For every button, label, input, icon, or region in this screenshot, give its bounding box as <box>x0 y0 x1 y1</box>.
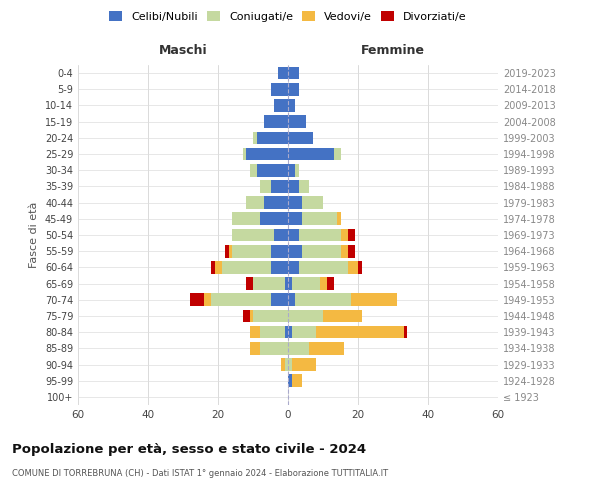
Bar <box>288 342 309 354</box>
Bar <box>316 326 404 338</box>
Bar <box>295 294 351 306</box>
Bar <box>271 294 288 306</box>
Bar <box>299 261 347 274</box>
Bar <box>320 278 326 290</box>
Bar <box>284 278 288 290</box>
Bar <box>284 326 288 338</box>
Bar <box>292 326 316 338</box>
Y-axis label: Fasce di età: Fasce di età <box>29 202 39 268</box>
Bar <box>253 278 284 290</box>
Bar <box>288 83 299 96</box>
Bar <box>274 99 288 112</box>
Bar <box>271 245 288 258</box>
Bar <box>288 116 305 128</box>
Bar <box>288 245 302 258</box>
Bar <box>292 358 316 371</box>
Bar <box>347 261 358 274</box>
Bar <box>274 228 288 241</box>
Bar <box>225 245 229 258</box>
Bar <box>302 245 341 258</box>
Bar <box>277 67 288 80</box>
Bar <box>326 278 334 290</box>
Bar <box>211 294 271 306</box>
Bar <box>215 261 221 274</box>
Bar <box>246 278 253 290</box>
Bar <box>204 294 211 306</box>
Text: COMUNE DI TORREBRUNA (CH) - Dati ISTAT 1° gennaio 2024 - Elaborazione TUTTITALIA: COMUNE DI TORREBRUNA (CH) - Dati ISTAT 1… <box>12 469 388 478</box>
Bar <box>260 212 288 225</box>
Bar <box>232 228 274 241</box>
Bar <box>242 148 246 160</box>
Text: Maschi: Maschi <box>158 44 208 57</box>
Bar <box>288 374 292 387</box>
Bar <box>288 212 302 225</box>
Bar <box>232 212 260 225</box>
Bar <box>323 310 361 322</box>
Bar <box>253 310 288 322</box>
Bar <box>295 164 299 176</box>
Bar <box>292 374 302 387</box>
Bar <box>288 132 313 144</box>
Bar <box>271 261 288 274</box>
Bar <box>341 245 347 258</box>
Bar <box>288 67 299 80</box>
Bar <box>284 358 288 371</box>
Bar <box>260 180 271 192</box>
Bar <box>299 180 309 192</box>
Bar <box>341 228 347 241</box>
Legend: Celibi/Nubili, Coniugati/e, Vedovi/e, Divorziati/e: Celibi/Nubili, Coniugati/e, Vedovi/e, Di… <box>106 8 470 25</box>
Bar <box>347 245 355 258</box>
Bar <box>232 245 271 258</box>
Bar <box>229 245 232 258</box>
Bar <box>271 83 288 96</box>
Bar <box>347 228 355 241</box>
Bar <box>288 326 292 338</box>
Bar <box>358 261 361 274</box>
Bar <box>299 228 341 241</box>
Bar <box>351 294 397 306</box>
Bar <box>288 164 295 176</box>
Bar <box>260 326 284 338</box>
Bar <box>211 261 215 274</box>
Bar <box>250 342 260 354</box>
Bar <box>288 310 323 322</box>
Bar <box>281 358 284 371</box>
Bar <box>246 196 263 209</box>
Bar <box>250 310 253 322</box>
Bar <box>271 180 288 192</box>
Bar <box>288 228 299 241</box>
Bar <box>337 212 341 225</box>
Bar <box>288 358 292 371</box>
Bar <box>288 148 334 160</box>
Bar <box>404 326 407 338</box>
Bar <box>221 261 271 274</box>
Bar <box>246 148 288 160</box>
Bar <box>334 148 341 160</box>
Bar <box>288 99 295 112</box>
Bar <box>250 164 257 176</box>
Text: Popolazione per età, sesso e stato civile - 2024: Popolazione per età, sesso e stato civil… <box>12 442 366 456</box>
Bar <box>288 196 302 209</box>
Bar <box>263 196 288 209</box>
Bar <box>257 164 288 176</box>
Bar <box>263 116 288 128</box>
Bar <box>302 212 337 225</box>
Bar <box>292 278 320 290</box>
Bar <box>288 278 292 290</box>
Bar <box>309 342 344 354</box>
Bar <box>288 294 295 306</box>
Text: Femmine: Femmine <box>361 44 425 57</box>
Bar <box>190 294 204 306</box>
Bar <box>257 132 288 144</box>
Bar <box>288 261 299 274</box>
Bar <box>302 196 323 209</box>
Bar <box>250 326 260 338</box>
Bar <box>260 342 288 354</box>
Bar <box>288 180 299 192</box>
Bar <box>242 310 250 322</box>
Bar <box>253 132 257 144</box>
